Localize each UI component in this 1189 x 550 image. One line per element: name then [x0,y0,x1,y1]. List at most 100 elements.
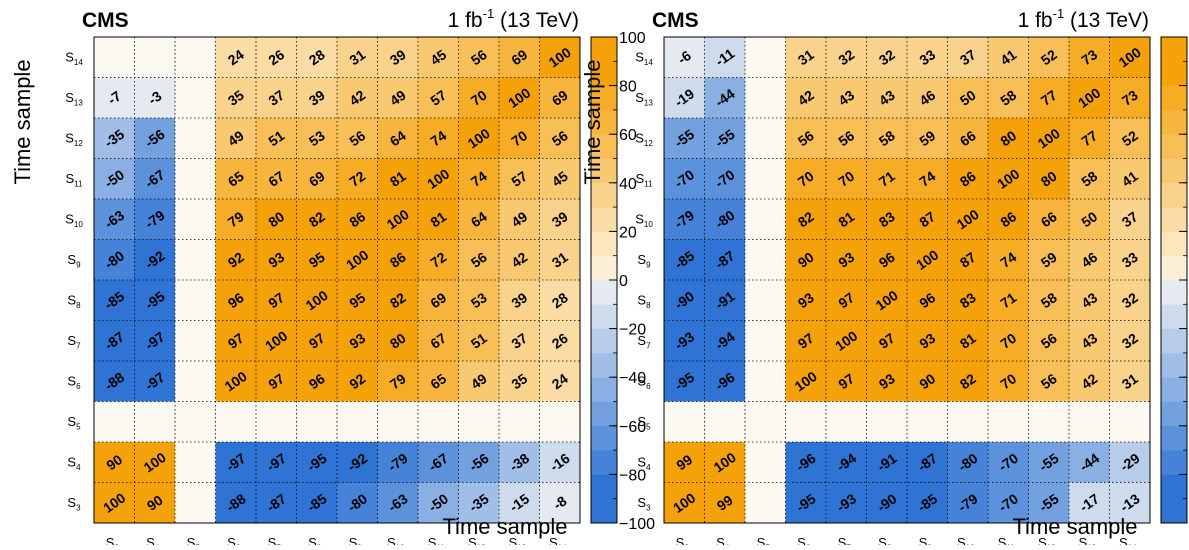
heatmap-cell [377,401,418,442]
heatmap-cell [175,442,216,483]
heatmap-cell [826,118,867,159]
x-axis-title: Time sample [442,514,567,539]
heatmap-cell [377,239,418,280]
heatmap-cell [94,442,135,483]
y-tick-label: S12 [65,130,83,148]
y-axis-title: Time sample [10,59,35,184]
heatmap-cell [826,239,867,280]
heatmap-cell [458,199,499,240]
heatmap-cell [458,361,499,402]
heatmap-cell [785,320,826,361]
heatmap-cell [337,442,378,483]
y-tick-label: S9 [637,252,651,270]
heatmap-cell [1028,239,1069,280]
heatmap-cell [907,199,948,240]
x-tick-label: S5 [757,535,771,545]
heatmap-cell [907,77,948,118]
heatmap-cell [1069,280,1110,321]
heatmap-cell [947,320,988,361]
heatmap-cell [337,158,378,199]
heatmap-cell [418,158,459,199]
y-tick-label: S3 [67,495,81,513]
heatmap-cell [704,401,745,442]
colorbar-segment [591,109,617,135]
heatmap-cell [94,280,135,321]
heatmap-cell [215,280,256,321]
heatmap-cell [704,199,745,240]
colorbar-segment [1161,255,1187,281]
heatmap-cell [499,482,540,523]
colorbar-tick-label: 0 [619,273,628,290]
heatmap-cell [947,442,988,483]
heatmap-cell [907,239,948,280]
colorbar-segment [1161,328,1187,354]
heatmap-cell [418,239,459,280]
colorbar-segment [591,37,617,62]
colorbar-tick-label: 40 [619,176,637,193]
x-tick-label: S4 [146,535,160,545]
heatmap-cell [499,361,540,402]
heatmap-cell [256,442,297,483]
heatmap-cell [539,320,580,361]
heatmap-cell [785,401,826,442]
heatmap-cell [296,401,337,442]
heatmap-cell [499,401,540,442]
heatmap-cell [704,320,745,361]
colorbar-segment [591,474,617,499]
plot-frame [663,36,1151,524]
x-tick-label: S3 [676,535,690,545]
heatmap-cell [94,239,135,280]
colorbar-segment [591,280,617,305]
heatmap-cell [1069,482,1110,523]
y-tick-label: S9 [67,252,81,270]
heatmap-cell [1028,401,1069,442]
heatmap-cell [664,320,705,361]
colorbar-segment [591,182,617,208]
x-tick-label: S7 [838,535,852,545]
plot-frame [93,36,581,524]
heatmap-cell [215,320,256,361]
heatmap-cell [1109,361,1150,402]
heatmap-cell [377,77,418,118]
heatmap-cell [134,37,175,78]
heatmap-cell [785,482,826,523]
heatmap-cell [1109,442,1150,483]
y-tick-label: S3 [637,495,651,513]
heatmap-cell [499,239,540,280]
heatmap-cell [1069,199,1110,240]
heatmap-cell [1069,77,1110,118]
colorbar-segment [1161,109,1187,135]
heatmap-cell [296,320,337,361]
heatmap-cell [745,442,786,483]
colorbar-segment [1161,37,1187,62]
heatmap-cell [175,482,216,523]
heatmap-cell [826,77,867,118]
heatmap-cell [539,158,580,199]
heatmap-cell [175,361,216,402]
heatmap-cell [539,401,580,442]
heatmap-cell [704,118,745,159]
heatmap-cell [704,442,745,483]
heatmap-cell [947,482,988,523]
heatmap-cell [907,37,948,78]
heatmap-cell [539,442,580,483]
colorbar-tick-label: 100 [619,30,646,47]
heatmap-cell [539,199,580,240]
heatmap-cell [664,239,705,280]
heatmap-cell [704,239,745,280]
heatmap-cell [256,37,297,78]
heatmap-cell [1028,361,1069,402]
heatmap-cell [1028,37,1069,78]
heatmap-cell [418,361,459,402]
heatmap-cell [175,158,216,199]
heatmap-cell [866,37,907,78]
heatmap-cell [215,77,256,118]
heatmap-cell [94,118,135,159]
heatmap-cell [745,199,786,240]
y-tick-label: S13 [65,90,83,108]
heatmap-cell [418,401,459,442]
heatmap-cell [1028,77,1069,118]
colorbar-segment [591,328,617,354]
heatmap-cell [337,118,378,159]
heatmap-cell [296,239,337,280]
